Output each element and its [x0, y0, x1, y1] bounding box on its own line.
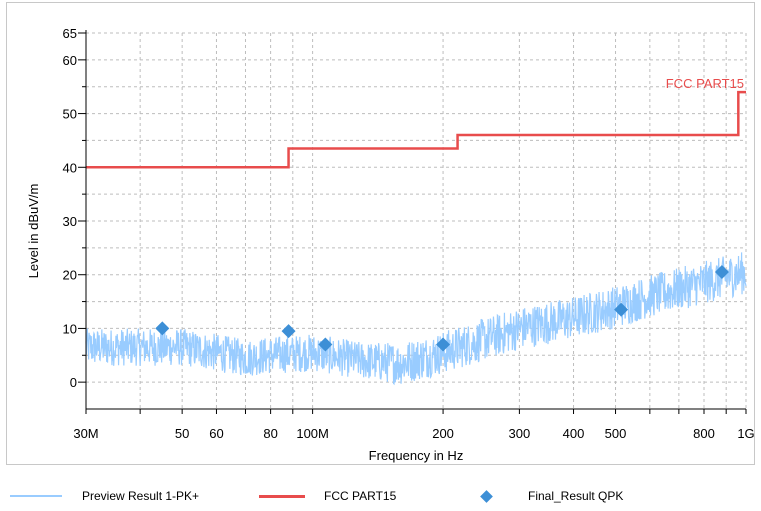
legend: Preview Result 1-PK+ FCC PART15 Final_Re… [0, 484, 761, 508]
y-axis-title: Level in dBuV/m [26, 184, 41, 279]
chart-frame [6, 2, 755, 465]
y-tick-label: 30 [63, 214, 77, 229]
x-tick-label: 1G [737, 426, 754, 441]
x-tick-label: 30M [73, 426, 98, 441]
chart-svg: 0 10 20 30 40 50 60 65 30M 50 60 80 100M 200 300 400 500… [26, 26, 755, 463]
tick-label-layer: 0 10 20 30 40 50 60 65 30M 50 60 80 100M 200 300 400 500… [63, 26, 755, 441]
legend-diamond-icon [480, 489, 493, 503]
y-tick-label: 20 [63, 268, 77, 283]
legend-item-fcc: FCC PART15 [259, 484, 396, 508]
preview-band-layer [85, 252, 747, 386]
y-tick-label: 40 [63, 160, 77, 175]
y-tick-label: 10 [63, 321, 77, 336]
x-tick-label: 60 [209, 426, 223, 441]
x-tick-label: 800 [693, 426, 715, 441]
limit-line-layer [86, 90, 746, 169]
x-tick-label: 80 [263, 426, 277, 441]
y-tick-label: 50 [63, 107, 77, 122]
x-axis-title: Frequency in Hz [369, 448, 464, 463]
legend-fcc-label: FCC PART15 [324, 489, 397, 503]
final-marker [318, 337, 333, 352]
x-tick-label: 50 [175, 426, 189, 441]
x-tick-label: 200 [432, 426, 454, 441]
x-tick-label: 400 [563, 426, 585, 441]
legend-preview-swatch [10, 495, 62, 497]
x-tick-label: 500 [605, 426, 627, 441]
final-marker [614, 302, 629, 317]
axis-layer [78, 30, 747, 414]
legend-fcc-swatch [259, 494, 305, 498]
y-tick-label: 65 [63, 26, 77, 41]
legend-preview-label: Preview Result 1-PK+ [82, 489, 200, 503]
final-marker [436, 337, 451, 352]
y-tick-label: 60 [63, 53, 77, 68]
final-marker-layer [155, 265, 729, 352]
legend-item-preview: Preview Result 1-PK+ [10, 484, 199, 508]
final-marker [281, 324, 296, 339]
x-tick-label: 300 [509, 426, 531, 441]
final-marker [155, 321, 170, 336]
final-marker [714, 265, 729, 280]
limit-annotation: FCC PART15 [666, 76, 744, 91]
legend-item-final: Final_Result QPK [480, 484, 624, 508]
fcc-limit-line [86, 90, 746, 169]
x-tick-label: 100M [296, 426, 329, 441]
legend-final-label: Final_Result QPK [528, 489, 624, 503]
y-tick-label: 0 [70, 375, 77, 390]
preview-trace [85, 252, 747, 386]
